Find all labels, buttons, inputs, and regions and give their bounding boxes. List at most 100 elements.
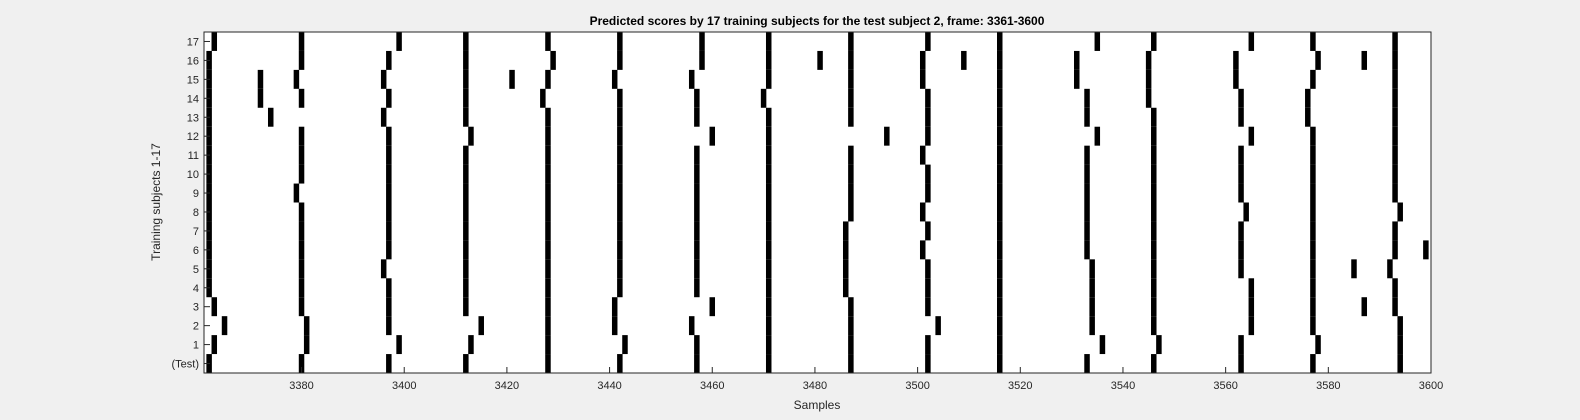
data-mark xyxy=(257,88,264,108)
data-mark xyxy=(509,69,515,89)
data-mark xyxy=(463,354,469,373)
data-mark xyxy=(925,278,931,298)
data-mark xyxy=(1233,50,1239,70)
data-mark xyxy=(545,335,551,355)
data-mark xyxy=(478,316,484,336)
data-mark xyxy=(545,164,551,184)
data-mark xyxy=(386,145,392,165)
data-mark xyxy=(997,126,1003,146)
data-mark xyxy=(1084,221,1090,241)
data-mark xyxy=(468,335,474,355)
data-mark xyxy=(396,335,402,355)
data-mark xyxy=(694,183,700,203)
data-mark xyxy=(386,50,392,70)
data-mark xyxy=(997,145,1003,165)
data-mark xyxy=(997,297,1003,317)
data-mark xyxy=(699,32,705,51)
data-mark xyxy=(617,202,623,222)
y-tick-label: 13 xyxy=(187,112,199,124)
x-tick-label: 3580 xyxy=(1316,380,1340,392)
data-mark xyxy=(997,259,1003,279)
data-mark xyxy=(1089,278,1095,298)
data-mark xyxy=(760,88,767,108)
data-mark xyxy=(1392,164,1398,184)
data-mark xyxy=(1392,126,1398,146)
data-mark xyxy=(257,69,264,89)
data-mark xyxy=(545,240,551,260)
data-mark xyxy=(550,50,556,70)
data-mark xyxy=(765,240,772,260)
data-mark xyxy=(611,316,618,336)
data-mark xyxy=(765,297,772,317)
data-mark xyxy=(997,335,1003,355)
data-mark xyxy=(848,164,854,184)
data-mark xyxy=(545,297,551,317)
data-mark xyxy=(848,202,854,222)
data-mark xyxy=(1084,202,1090,222)
data-mark xyxy=(1145,88,1152,108)
data-mark xyxy=(211,32,218,51)
y-tick-label: 4 xyxy=(193,283,199,295)
data-mark xyxy=(611,69,618,89)
data-mark xyxy=(1423,240,1429,260)
data-mark xyxy=(380,259,387,279)
data-mark xyxy=(545,278,551,298)
data-mark xyxy=(617,240,623,260)
y-tick-label: 17 xyxy=(187,36,199,48)
data-mark xyxy=(617,32,623,51)
data-mark xyxy=(303,335,310,355)
y-tick-label: 5 xyxy=(193,264,199,276)
data-mark xyxy=(961,50,967,70)
data-mark xyxy=(1145,69,1152,89)
data-mark xyxy=(617,88,623,108)
data-mark xyxy=(1084,183,1090,203)
data-mark xyxy=(842,240,849,260)
y-tick-label: (Test) xyxy=(172,359,200,371)
data-mark xyxy=(267,107,274,127)
data-mark xyxy=(1310,69,1316,89)
data-mark xyxy=(919,50,926,70)
data-mark xyxy=(1151,107,1157,127)
data-mark xyxy=(1397,335,1403,355)
data-mark xyxy=(1074,50,1080,70)
data-mark xyxy=(925,335,931,355)
data-mark xyxy=(1151,354,1157,373)
y-tick-label: 16 xyxy=(187,55,199,67)
data-mark xyxy=(765,259,772,279)
data-mark xyxy=(848,354,854,373)
data-mark xyxy=(1392,278,1398,298)
data-mark xyxy=(463,240,469,260)
data-mark xyxy=(396,32,402,51)
data-mark xyxy=(211,335,218,355)
data-mark xyxy=(545,107,551,127)
data-mark xyxy=(617,221,623,241)
x-tick-label: 3560 xyxy=(1213,380,1237,392)
data-mark xyxy=(463,259,469,279)
data-mark xyxy=(848,88,854,108)
x-tick-label: 3420 xyxy=(495,380,519,392)
data-mark xyxy=(997,316,1003,336)
data-mark xyxy=(1151,297,1157,317)
data-mark xyxy=(540,88,546,108)
data-mark xyxy=(545,69,551,89)
data-mark xyxy=(1151,145,1157,165)
data-mark xyxy=(1151,259,1157,279)
data-mark xyxy=(545,32,551,51)
data-mark xyxy=(463,164,469,184)
data-mark xyxy=(1310,354,1316,373)
data-mark xyxy=(463,183,469,203)
data-mark xyxy=(817,50,823,70)
data-mark xyxy=(1238,145,1244,165)
data-mark xyxy=(997,354,1003,373)
data-mark xyxy=(1248,278,1255,298)
data-mark xyxy=(1392,297,1398,317)
data-mark xyxy=(468,126,474,146)
data-mark xyxy=(617,354,623,373)
data-mark xyxy=(1151,221,1157,241)
data-mark xyxy=(380,69,387,89)
data-mark xyxy=(997,164,1003,184)
data-mark xyxy=(463,145,469,165)
data-mark xyxy=(694,354,700,373)
data-mark xyxy=(848,107,854,127)
data-mark xyxy=(1248,126,1255,146)
